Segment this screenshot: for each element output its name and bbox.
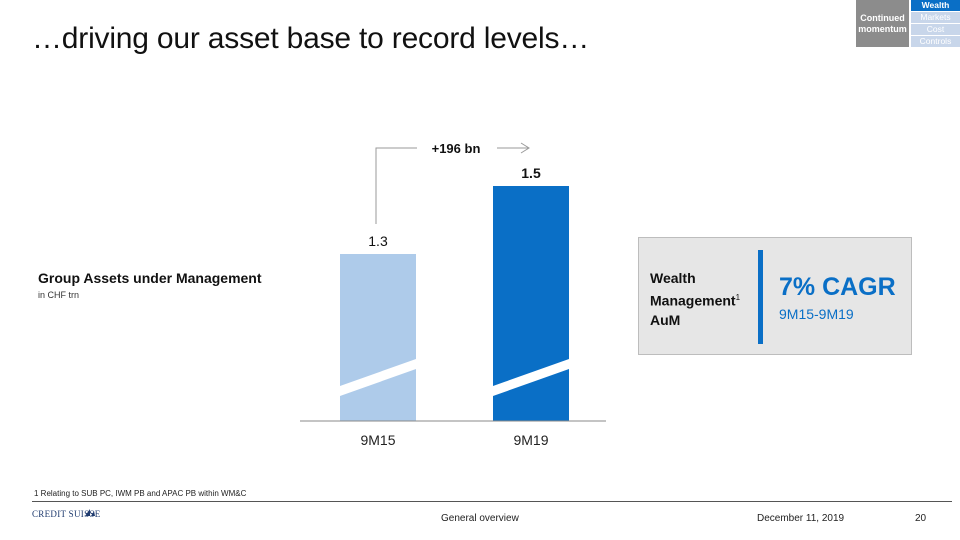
section-navigator: Continued momentum Wealth Markets Cost C… — [856, 0, 960, 48]
kpi-label-line1: Wealth — [650, 270, 696, 286]
arrow-right-icon — [520, 142, 530, 154]
bar-9M15 — [340, 254, 416, 421]
footer-divider — [32, 501, 952, 502]
growth-bracket-line — [375, 147, 417, 224]
category-label-9M15: 9M15 — [360, 432, 395, 448]
credit-suisse-logo: CREDIT SUISSE — [32, 509, 101, 519]
kpi-label: Wealth Management1 AuM — [650, 269, 740, 330]
axis-break-9M15 — [340, 359, 416, 396]
kpi-footnote-ref: 1 — [735, 293, 741, 302]
nav-item-markets[interactable]: Markets — [911, 12, 960, 23]
kpi-label-line3: AuM — [650, 311, 681, 328]
chart-unit: in CHF trn — [38, 290, 80, 300]
chart-label-block: Group Assets under Management in CHF trn — [38, 270, 262, 300]
kpi-value: 7% CAGR — [779, 273, 896, 301]
nav-section-label: Continued momentum — [856, 0, 909, 47]
axis-break-9M19 — [493, 359, 569, 396]
nav-item-wealth[interactable]: Wealth — [911, 0, 960, 11]
value-label-9M19: 1.5 — [521, 165, 541, 181]
kpi-label-line2: Management — [650, 292, 736, 309]
nav-items: Wealth Markets Cost Controls — [911, 0, 960, 48]
sails-logo-icon — [85, 509, 95, 516]
page-title: …driving our asset base to record levels… — [32, 22, 590, 55]
category-label-9M19: 9M19 — [513, 432, 548, 448]
kpi-box: Wealth Management1 AuM 7% CAGR 9M15-9M19 — [638, 237, 912, 355]
value-label-9M15: 1.3 — [368, 233, 388, 249]
nav-item-cost[interactable]: Cost — [911, 24, 960, 35]
chart-metric-title: Group Assets under Management — [38, 270, 262, 286]
kpi-period: 9M15-9M19 — [779, 306, 854, 322]
growth-annotation: +196 bn — [432, 141, 481, 156]
footer-section: General overview — [441, 513, 519, 524]
footnote: 1 Relating to SUB PC, IWM PB and APAC PB… — [34, 489, 247, 498]
footer-date: December 11, 2019 — [757, 513, 845, 524]
nav-item-controls[interactable]: Controls — [911, 36, 960, 47]
page-number: 20 — [915, 513, 927, 524]
kpi-accent-bar — [758, 250, 763, 344]
